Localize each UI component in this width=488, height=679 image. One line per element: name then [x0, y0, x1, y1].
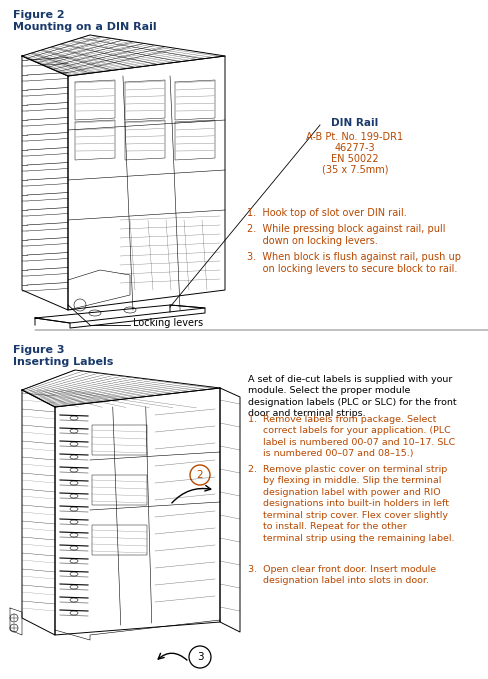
Text: A-B Pt. No. 199-DR1: A-B Pt. No. 199-DR1 — [306, 132, 403, 142]
Text: 1.  Remove labels from package. Select
     correct labels for your application.: 1. Remove labels from package. Select co… — [247, 415, 454, 458]
Text: 1.  Hook top of slot over DIN rail.: 1. Hook top of slot over DIN rail. — [246, 208, 406, 218]
Text: Mounting on a DIN Rail: Mounting on a DIN Rail — [13, 22, 156, 32]
Text: 2.  Remove plastic cover on terminal strip
     by flexing in middle. Slip the t: 2. Remove plastic cover on terminal stri… — [247, 465, 453, 543]
Text: Figure 3: Figure 3 — [13, 345, 64, 355]
Text: 2.  While pressing block against rail, pull
     down on locking levers.: 2. While pressing block against rail, pu… — [246, 224, 445, 246]
Text: Figure 2: Figure 2 — [13, 10, 64, 20]
Text: 2: 2 — [196, 470, 203, 480]
Text: DIN Rail: DIN Rail — [331, 118, 378, 128]
Text: EN 50022: EN 50022 — [330, 154, 378, 164]
Text: A set of die-cut labels is supplied with your
module. Select the proper module
d: A set of die-cut labels is supplied with… — [247, 375, 456, 418]
Text: 3.  Open clear front door. Insert module
     designation label into slots in do: 3. Open clear front door. Insert module … — [247, 565, 435, 585]
Text: 3.  When block is flush against rail, push up
     on locking levers to secure b: 3. When block is flush against rail, pus… — [246, 252, 460, 274]
Text: 3: 3 — [196, 652, 203, 662]
Text: Locking levers: Locking levers — [133, 318, 203, 328]
Text: (35 x 7.5mm): (35 x 7.5mm) — [321, 165, 387, 175]
Text: Inserting Labels: Inserting Labels — [13, 357, 113, 367]
Text: 46277-3: 46277-3 — [334, 143, 375, 153]
